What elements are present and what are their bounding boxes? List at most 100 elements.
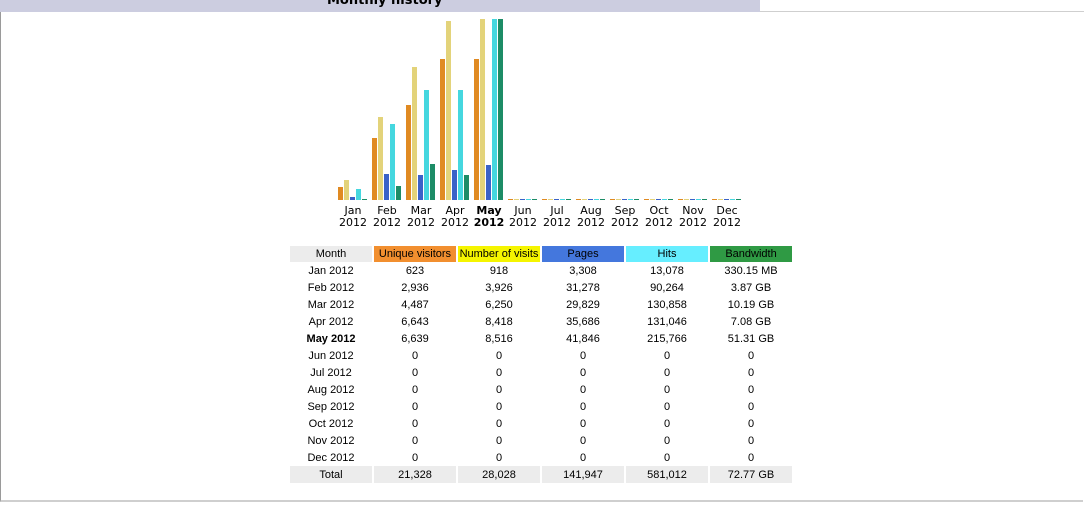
value-cell: 215,766 [647, 332, 687, 345]
value-cell: 0 [663, 400, 671, 413]
table-row: Oct 2012 0 0 0 0 0 [290, 415, 792, 432]
bar-bandwidth [362, 199, 367, 200]
value-cell: 13,078 [650, 264, 684, 277]
value-cell: 0 [411, 417, 419, 430]
x-tick-year: 2012 [577, 216, 605, 229]
value-cell: 8,516 [485, 332, 513, 345]
x-tick-month: Jun [513, 204, 531, 217]
bar-pages [622, 199, 627, 200]
value-cell: 2,936 [401, 281, 429, 294]
value-cell: 0 [411, 451, 419, 464]
value-cell: 0 [411, 434, 419, 447]
x-tick-month: Jan [344, 204, 362, 217]
bar-hits [696, 199, 701, 200]
value-cell: 3,308 [569, 264, 597, 277]
bar-pages [418, 175, 423, 200]
value-cell: 0 [579, 349, 587, 362]
bar-hits [458, 90, 463, 200]
bar-visits [684, 199, 689, 200]
month-cell: Dec 2012 [307, 451, 355, 464]
bar-bandwidth [634, 199, 639, 200]
bar-bandwidth [566, 199, 571, 200]
col-bandwidth: Bandwidth [710, 246, 792, 262]
bar-visits [650, 199, 655, 200]
value-cell: 0 [579, 434, 587, 447]
bar-hits [390, 124, 395, 200]
bar-pages [452, 170, 457, 200]
month-cell: Jan 2012 [308, 264, 354, 277]
value-cell: 0 [663, 417, 671, 430]
x-tick-month: Feb [377, 204, 396, 217]
month-cell: Jul 2012 [310, 366, 352, 379]
month-cell: Jun 2012 [308, 349, 354, 362]
bar-unique-visitors [542, 199, 547, 200]
total-value: 21,328 [374, 466, 456, 483]
x-tick-month: Oct [649, 204, 669, 217]
x-tick-month: Nov [682, 204, 704, 217]
section-title: Monthly history [327, 0, 443, 8]
bar-unique-visitors [712, 199, 717, 200]
total-label: Total [290, 466, 372, 483]
value-cell: 0 [747, 349, 755, 362]
value-cell: 0 [663, 349, 671, 362]
value-cell: 0 [579, 400, 587, 413]
value-cell: 0 [579, 366, 587, 379]
value-cell: 330.15 MB [724, 264, 778, 277]
x-tick-month: Jul [549, 204, 563, 217]
x-tick-year: 2012 [441, 216, 469, 229]
value-cell: 131,046 [647, 315, 687, 328]
x-tick-year: 2012 [474, 216, 505, 229]
value-cell: 0 [579, 451, 587, 464]
x-tick-month: Aug [580, 204, 601, 217]
table-total-row: Total 21,328 28,028 141,947 581,012 72.77 GB [290, 466, 792, 483]
x-tick-year: 2012 [509, 216, 537, 229]
table-row: Feb 2012 2,936 3,926 31,278 90,264 3.87 GB [290, 279, 792, 296]
table-row: Apr 2012 6,643 8,418 35,686 131,046 7.08 GB [290, 313, 792, 330]
col-month: Month [290, 246, 372, 262]
bar-bandwidth [464, 175, 469, 200]
col-hits: Hits [626, 246, 708, 262]
bar-bandwidth [498, 19, 503, 200]
value-cell: 623 [405, 264, 425, 277]
value-cell: 10.19 GB [727, 298, 775, 311]
bar-visits [480, 19, 485, 200]
bar-hits [492, 19, 497, 200]
value-cell: 31,278 [566, 281, 600, 294]
value-cell: 0 [747, 451, 755, 464]
bar-pages [384, 174, 389, 200]
table-row: May 2012 6,639 8,516 41,846 215,766 51.31 GB [290, 330, 792, 347]
table-row: Jan 2012 623 918 3,308 13,078 330.15 MB [290, 262, 792, 279]
bar-bandwidth [668, 199, 673, 200]
table-row: Nov 2012 0 0 0 0 0 [290, 432, 792, 449]
bar-hits [560, 199, 565, 200]
bar-hits [730, 199, 735, 200]
bar-hits [526, 199, 531, 200]
month-cell: Oct 2012 [308, 417, 354, 430]
bar-pages [690, 199, 695, 200]
bar-bandwidth [736, 199, 741, 200]
value-cell: 6,643 [401, 315, 429, 328]
bar-hits [356, 189, 361, 200]
value-cell: 0 [663, 434, 671, 447]
value-cell: 0 [579, 417, 587, 430]
x-tick-year: 2012 [373, 216, 401, 229]
value-cell: 3,926 [485, 281, 513, 294]
x-tick-month: May [476, 204, 501, 217]
total-value: 72.77 GB [710, 466, 792, 483]
bar-unique-visitors [474, 59, 479, 200]
table-header-row: Month Unique visitors Number of visits P… [290, 246, 792, 262]
month-cell: Aug 2012 [307, 383, 355, 396]
month-cell: Nov 2012 [307, 434, 355, 447]
bar-bandwidth [600, 199, 605, 200]
bar-unique-visitors [576, 199, 581, 200]
value-cell: 35,686 [566, 315, 600, 328]
bar-unique-visitors [372, 138, 377, 200]
value-cell: 7.08 GB [730, 315, 772, 328]
bar-pages [554, 199, 559, 200]
bar-visits [548, 199, 553, 200]
value-cell: 3.87 GB [730, 281, 772, 294]
value-cell: 6,250 [485, 298, 513, 311]
bar-pages [588, 199, 593, 200]
x-tick-year: 2012 [645, 216, 673, 229]
x-tick-month: Sep [615, 204, 636, 217]
